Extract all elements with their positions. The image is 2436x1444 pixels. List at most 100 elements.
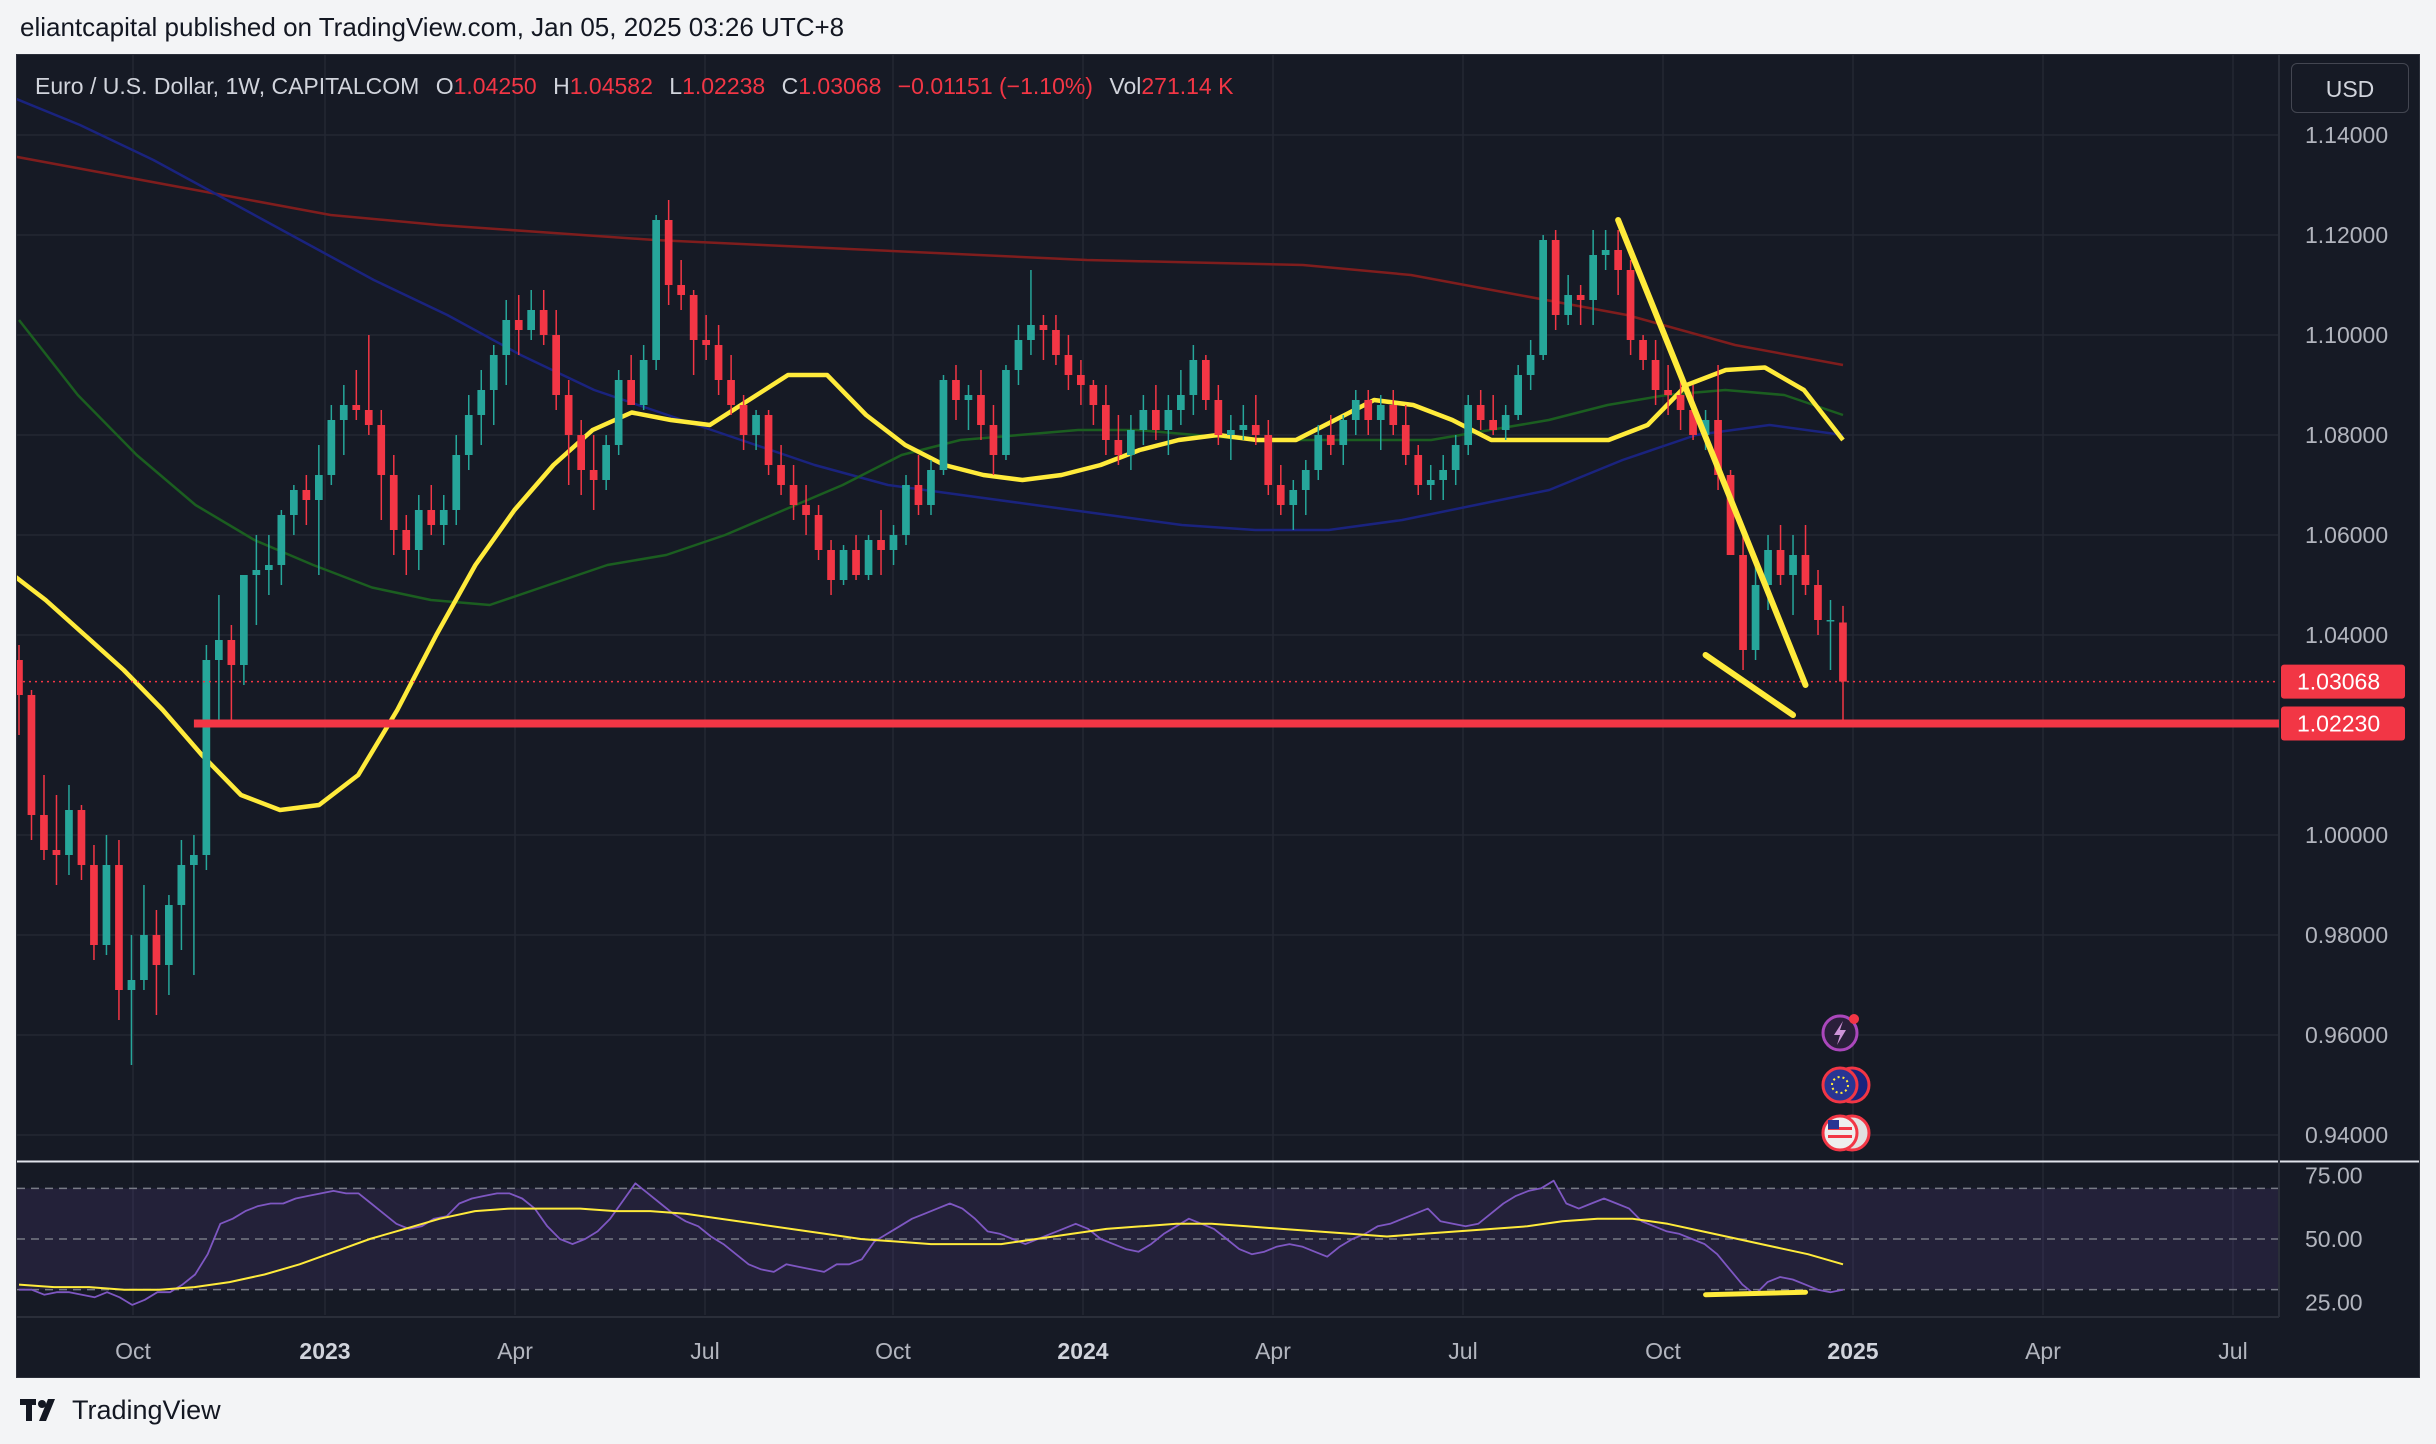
time-tick-label: 2025 xyxy=(1827,1338,1878,1364)
candle-body xyxy=(714,345,723,380)
candle-body xyxy=(1589,255,1597,300)
candle-body xyxy=(1064,355,1073,375)
candle-body xyxy=(864,540,873,575)
currency-button[interactable]: USD xyxy=(2291,63,2409,113)
candle-body xyxy=(939,380,948,470)
time-tick-label: 2024 xyxy=(1057,1338,1108,1364)
candle-body xyxy=(327,420,336,475)
candle-body xyxy=(1239,425,1248,430)
candle-body xyxy=(202,660,211,855)
chart-panel[interactable]: 1.14000 1.12000 1.10000 1.08000 1.06000 1.040… xyxy=(16,54,2420,1378)
price-tick-label: 1.04000 xyxy=(2305,622,2388,648)
candle-body xyxy=(40,815,48,850)
candle-body xyxy=(1139,410,1148,430)
candle-body xyxy=(1301,470,1310,490)
candle-body xyxy=(377,425,386,475)
candle-body xyxy=(964,395,973,400)
publisher-line: eliantcapital published on TradingView.c… xyxy=(20,12,845,42)
candle-body xyxy=(752,415,760,435)
candle-body xyxy=(1251,425,1260,435)
candle-body xyxy=(364,410,373,425)
candle-body xyxy=(152,935,161,965)
candle-body xyxy=(1501,415,1510,430)
candle-body xyxy=(552,335,560,395)
candle-body xyxy=(265,565,273,570)
candle-body xyxy=(1764,550,1772,585)
high-label: H xyxy=(553,73,570,99)
candle-body xyxy=(1576,295,1585,300)
candle-body xyxy=(1227,430,1235,435)
candle-body xyxy=(290,490,298,515)
candle-body xyxy=(852,550,860,575)
candle-body xyxy=(827,550,835,580)
change-value: −0.01151 (−1.10%) xyxy=(897,73,1093,99)
candle-body xyxy=(1776,550,1785,575)
price-tick-label: 1.12000 xyxy=(2305,222,2388,248)
candle-body xyxy=(1351,400,1360,420)
time-tick-label: Oct xyxy=(1645,1338,1681,1364)
candle-body xyxy=(514,320,523,330)
candle-body xyxy=(1739,555,1747,650)
candle-body xyxy=(952,380,960,400)
candle-body xyxy=(240,575,248,665)
candle-body xyxy=(1676,395,1685,410)
candle-body xyxy=(977,395,985,425)
candle-body xyxy=(464,415,473,455)
chart-canvas[interactable]: 1.14000 1.12000 1.10000 1.08000 1.06000 1.040… xyxy=(17,55,2420,1378)
candle-body xyxy=(1389,405,1398,425)
candle-body xyxy=(1077,375,1085,385)
candle-body xyxy=(1264,435,1273,485)
candle-body xyxy=(90,865,98,945)
candle-body xyxy=(277,515,286,565)
candle-body xyxy=(1451,445,1460,470)
candle-body xyxy=(127,980,136,990)
candle-body xyxy=(1489,420,1497,430)
candle-body xyxy=(927,470,935,505)
candle-body xyxy=(577,435,585,470)
candle-body xyxy=(1726,475,1735,555)
price-tick-label: 0.94000 xyxy=(2305,1122,2388,1148)
candle-body xyxy=(1439,470,1447,480)
price-tick-label: 0.98000 xyxy=(2305,922,2388,948)
candle-body xyxy=(427,510,436,525)
price-tick-label: 0.96000 xyxy=(2305,1022,2388,1048)
candle-body xyxy=(315,475,323,500)
candle-body xyxy=(1626,270,1635,340)
moving-average-red xyxy=(17,155,1844,367)
close-value: 1.03068 xyxy=(798,73,882,99)
footer: TradingView xyxy=(0,1378,2436,1444)
candle-body xyxy=(1714,420,1722,475)
symbol-title[interactable]: Euro / U.S. Dollar, 1W, CAPITALCOM xyxy=(35,73,420,99)
candle-body xyxy=(502,320,511,355)
price-tick-label: 1.06000 xyxy=(2305,522,2388,548)
candle-body xyxy=(389,475,398,530)
candle-body xyxy=(1539,240,1547,355)
high-value: 1.04582 xyxy=(569,73,653,99)
candle-body xyxy=(402,530,411,550)
price-label-box xyxy=(2281,706,2405,741)
eu-flag-ring xyxy=(1821,1066,1859,1104)
candle-body xyxy=(777,465,785,485)
moving-average-blue xyxy=(17,97,1844,532)
candle-body xyxy=(1514,375,1522,415)
lightning-event-icon xyxy=(1821,1014,1859,1052)
trendline-annotation xyxy=(1702,652,1797,718)
candle-body xyxy=(739,405,748,435)
rsi-ma-line xyxy=(18,1207,1844,1291)
candle-body xyxy=(1052,330,1060,355)
candle-body xyxy=(589,470,598,480)
moving-average-yellow xyxy=(17,365,1845,813)
candle-body xyxy=(27,695,36,815)
candle-body xyxy=(1639,340,1647,360)
time-tick-label: Oct xyxy=(875,1338,911,1364)
price-label-text: 1.02230 xyxy=(2297,711,2380,737)
candle-body xyxy=(65,810,73,855)
candle-body xyxy=(1614,250,1622,270)
price-tick-label: 1.10000 xyxy=(2305,322,2388,348)
eu-flag-event-icon xyxy=(1821,1066,1871,1104)
ohlc-legend: Euro / U.S. Dollar, 1W, CAPITALCOM O1.04… xyxy=(35,73,1233,100)
moving-average-green xyxy=(18,319,1844,607)
tradingview-logo[interactable]: TradingView xyxy=(20,1392,221,1428)
candle-body xyxy=(1664,390,1672,395)
candle-body xyxy=(1551,240,1560,315)
